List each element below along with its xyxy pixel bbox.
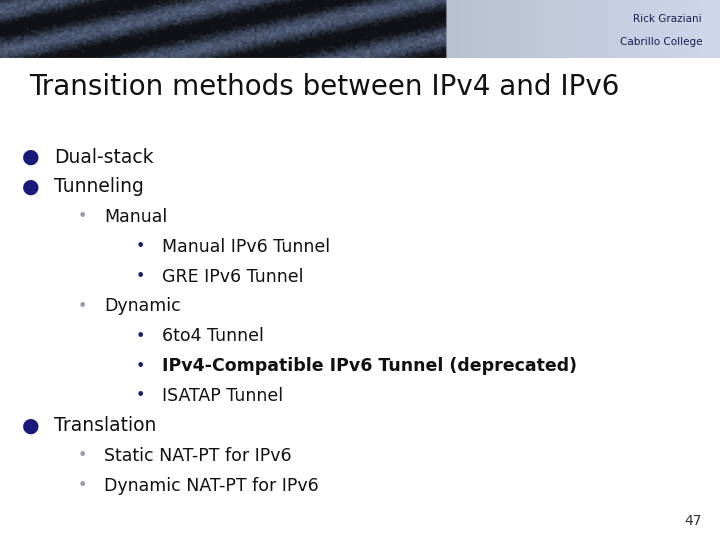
Text: •: •	[78, 448, 88, 463]
Text: •: •	[78, 210, 88, 224]
Text: IPv4-Compatible IPv6 Tunnel (deprecated): IPv4-Compatible IPv6 Tunnel (deprecated)	[162, 357, 577, 375]
Text: Dual-stack: Dual-stack	[54, 147, 153, 166]
Text: Rick Graziani: Rick Graziani	[634, 14, 702, 24]
Text: Cabrillo College: Cabrillo College	[619, 37, 702, 47]
Text: Dynamic: Dynamic	[104, 298, 181, 315]
Text: 6to4 Tunnel: 6to4 Tunnel	[162, 327, 264, 345]
Text: Tunneling: Tunneling	[54, 178, 144, 197]
Text: ●: ●	[22, 416, 39, 435]
Text: •: •	[135, 388, 145, 403]
Text: GRE IPv6 Tunnel: GRE IPv6 Tunnel	[162, 267, 304, 286]
Text: Static NAT-PT for IPv6: Static NAT-PT for IPv6	[104, 447, 292, 465]
Text: Transition methods between IPv4 and IPv6: Transition methods between IPv4 and IPv6	[29, 73, 619, 101]
Text: •: •	[78, 478, 88, 493]
Text: Translation: Translation	[54, 416, 156, 435]
Text: •: •	[135, 239, 145, 254]
Text: Dynamic NAT-PT for IPv6: Dynamic NAT-PT for IPv6	[104, 477, 319, 495]
Text: ISATAP Tunnel: ISATAP Tunnel	[162, 387, 283, 405]
Text: Manual: Manual	[104, 208, 168, 226]
Text: •: •	[78, 299, 88, 314]
Text: •: •	[135, 359, 145, 374]
Text: ●: ●	[22, 147, 39, 166]
Text: •: •	[135, 269, 145, 284]
Text: ●: ●	[22, 178, 39, 197]
Text: Manual IPv6 Tunnel: Manual IPv6 Tunnel	[162, 238, 330, 255]
Text: 47: 47	[685, 514, 702, 528]
Text: •: •	[135, 329, 145, 344]
